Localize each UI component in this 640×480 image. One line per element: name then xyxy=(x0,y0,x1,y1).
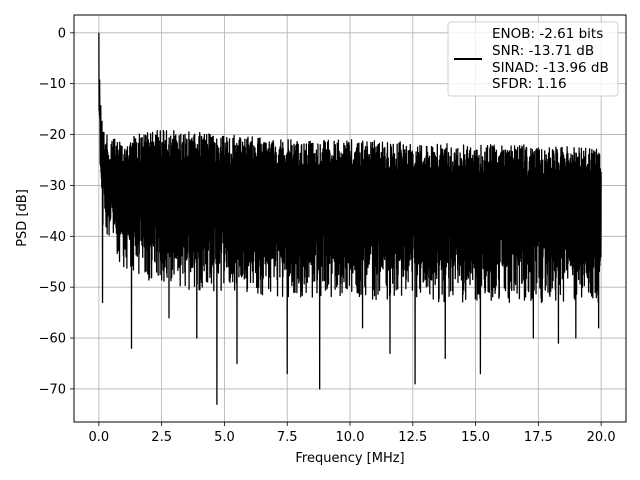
y-tick-label: −30 xyxy=(39,179,66,194)
x-tick-label: 7.5 xyxy=(277,430,298,445)
x-axis-ticks: 0.0 2.5 5.0 7.5 10.0 12.5 15.0 17.5 20.0 xyxy=(89,422,616,445)
legend: ENOB: -2.61 bits SNR: -13.71 dB SINAD: -… xyxy=(447,21,619,97)
legend-box xyxy=(447,21,619,97)
x-tick-label: 15.0 xyxy=(461,430,490,445)
x-tick-label: 10.0 xyxy=(336,430,365,445)
y-tick-label: −40 xyxy=(39,230,66,245)
x-tick-label: 12.5 xyxy=(398,430,427,445)
x-tick-label: 17.5 xyxy=(524,430,553,445)
y-tick-label: −70 xyxy=(39,382,66,397)
x-tick-label: 0.0 xyxy=(89,430,110,445)
y-tick-label: −20 xyxy=(39,128,66,143)
y-tick-label: 0 xyxy=(58,26,66,41)
x-axis-label: Frequency [MHz] xyxy=(295,451,404,466)
legend-entry-snr: SNR: -13.71 dB xyxy=(492,43,594,59)
legend-entry-sinad: SINAD: -13.96 dB xyxy=(492,60,609,76)
legend-entry-sfdr: SFDR: 1.16 xyxy=(492,76,567,92)
legend-entry-enob: ENOB: -2.61 bits xyxy=(492,26,603,42)
psd-series-line xyxy=(98,32,602,405)
x-tick-label: 5.0 xyxy=(214,430,235,445)
plot-frame xyxy=(73,14,627,423)
y-tick-label: −10 xyxy=(39,77,66,92)
y-tick-label: −60 xyxy=(39,332,66,347)
y-axis-ticks: 0 −10 −20 −30 −40 −50 −60 −70 xyxy=(39,26,74,397)
x-tick-label: 20.0 xyxy=(587,430,616,445)
y-tick-label: −50 xyxy=(39,281,66,296)
y-axis-label: PSD [dB] xyxy=(15,189,30,247)
x-tick-label: 2.5 xyxy=(151,430,172,445)
